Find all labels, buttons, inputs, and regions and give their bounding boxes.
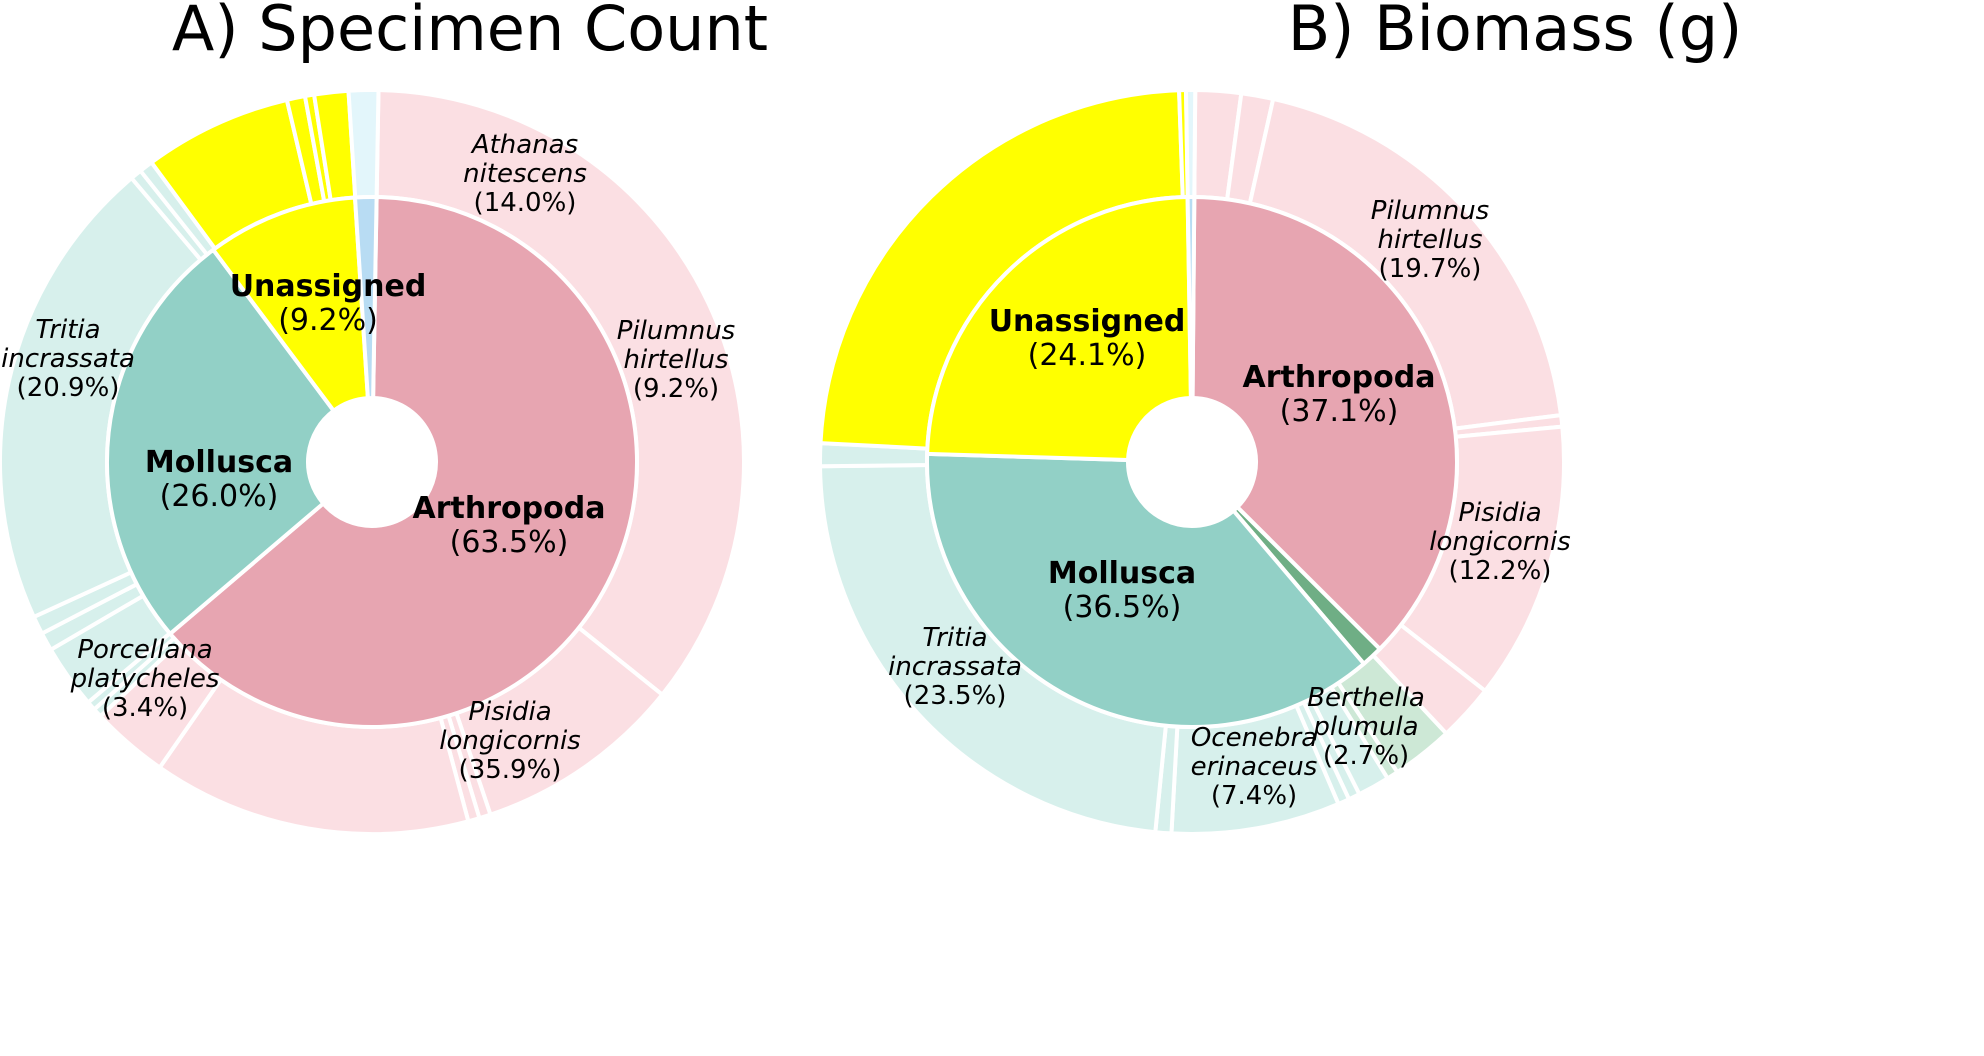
panel-a-mollusca-pct: (26.0%) <box>160 479 279 514</box>
panel-a-inner-wedge-arthropoda <box>168 195 639 729</box>
panel-b-inner-wedge-unassigned <box>925 195 1193 463</box>
panel-a-athanas-nitescens-name: Athanas nitescens <box>463 130 587 189</box>
panel-b-berthella-plumula-name: Berthella plumula <box>1307 683 1425 742</box>
panel-a-pisidia-longicornis-pct: (35.9%) <box>459 755 562 785</box>
panel-b-title: B) Biomass (g) <box>1288 0 1743 65</box>
panel-a-tritia-incrassata-name: Tritia incrassata <box>1 315 135 374</box>
panel-a-arthropoda-pct: (63.5%) <box>450 525 569 560</box>
panel-b-unassigned-pct: (24.1%) <box>1028 338 1147 373</box>
panel-b-outer-wedge-17 <box>1184 88 1198 200</box>
panel-a-specimen-count: A) Specimen Count Arthropoda(63.5%) Mollu… <box>0 0 768 836</box>
panel-b-mollusca-pct: (36.5%) <box>1063 590 1182 625</box>
panel-b-mollusca-label: Mollusca <box>1048 556 1196 591</box>
panel-a-athanas-nitescens-pct: (14.0%) <box>474 188 577 218</box>
panel-a-mollusca-label: Mollusca <box>145 445 293 480</box>
panel-b-ocenebra-erinaceus-name: Ocenebra erinaceus <box>1191 723 1318 782</box>
panel-a-tritia-incrassata-pct: (20.9%) <box>17 373 120 403</box>
panel-a-outer-ring <box>0 88 746 836</box>
panel-b-pisidia-longicornis-pct: (12.2%) <box>1449 556 1552 586</box>
panel-a-pilumnus-hirtellus-name: Pilumnus hirtellus <box>617 316 735 375</box>
panel-a-pilumnus-hirtellus-pct: (9.2%) <box>633 374 719 404</box>
panel-a-inner-ring <box>105 195 639 729</box>
panel-b-arthropoda-pct: (37.1%) <box>1280 394 1399 429</box>
panel-a-outer-wedge-18 <box>346 88 381 200</box>
panel-a-labels: Arthropoda(63.5%) Mollusca(26.0%) Unassign… <box>1 130 735 785</box>
panel-b-berthella-plumula-pct: (2.7%) <box>1323 741 1409 771</box>
panel-b-inner-ring <box>925 195 1459 729</box>
panel-a-inner-wedge-3 <box>352 195 379 401</box>
panel-b-tritia-incrassata-pct: (23.5%) <box>904 681 1007 711</box>
panel-a-arthropoda-label: Arthropoda <box>413 491 606 526</box>
panel-a-porcellana-platycheles-name: Porcellana platycheles <box>70 635 220 694</box>
panel-a-inner-wedge-mollusca <box>105 247 336 636</box>
panel-b-pilumnus-hirtellus-name: Pilumnus hirtellus <box>1371 196 1489 255</box>
panel-b-labels: Arthropoda(37.1%) Mollusca(36.5%) Unassign… <box>888 196 1571 811</box>
panel-a-pisidia-longicornis-name: Pisidia longicornis <box>439 697 580 756</box>
panel-b-unassigned-label: Unassigned <box>989 304 1186 339</box>
panel-a-unassigned-label: Unassigned <box>230 269 427 304</box>
panel-b-inner-wedge-arthropoda <box>1190 195 1459 651</box>
panel-b-inner-wedge-4 <box>1185 195 1197 401</box>
panel-a-unassigned-pct: (9.2%) <box>278 303 378 338</box>
panel-b-ocenebra-erinaceus-pct: (7.4%) <box>1211 781 1297 811</box>
panel-b-inner-wedge-mollusca <box>925 451 1366 729</box>
panel-a-porcellana-platycheles-pct: (3.4%) <box>102 693 188 723</box>
panel-b-pisidia-longicornis-name: Pisidia longicornis <box>1429 498 1570 557</box>
panel-b-arthropoda-label: Arthropoda <box>1243 360 1436 395</box>
panel-b-biomass: B) Biomass (g) Arthropoda(37.1%) Mollusca… <box>818 0 1743 836</box>
panel-b-tritia-incrassata-name: Tritia incrassata <box>888 623 1022 682</box>
panel-a-title: A) Specimen Count <box>172 0 768 65</box>
panel-b-pilumnus-hirtellus-pct: (19.7%) <box>1379 254 1482 284</box>
panel-a-inner-wedge-unassigned <box>211 195 370 413</box>
